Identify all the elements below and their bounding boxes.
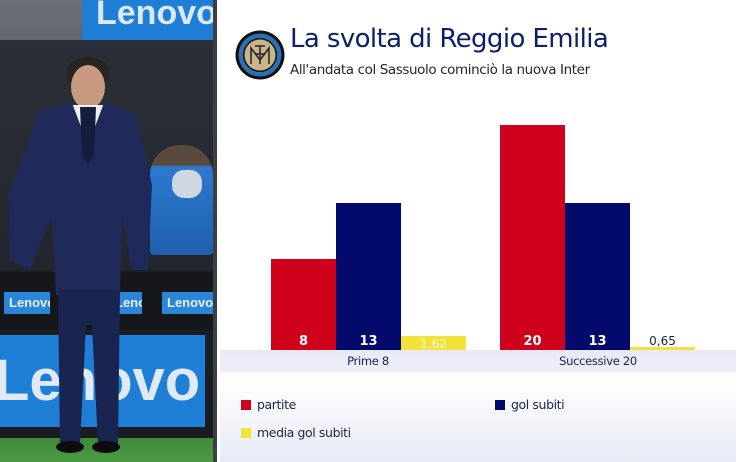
inter-fc-crest-icon [235,30,285,80]
legend-swatch-yellow [241,427,251,438]
sponsor-small-1: Lenovo [4,292,50,314]
chart-title: La svolta di Reggio Emilia [290,24,609,54]
legend-item-partite: partite [241,397,296,412]
sponsor-small-3: Lenovo [162,292,213,314]
category-label-prime-8: Prime 8 [347,354,389,368]
coach-figure [8,57,152,453]
bar-gol-subiti-successive-20: 13 [565,203,630,350]
bar-value: 1,62 [420,337,447,351]
sponsor-banner-top-text: Lenovo [96,0,213,32]
category-label-successive-20: Successive 20 [559,354,637,368]
legend-label: gol subiti [511,397,565,412]
panel-divider [213,0,217,462]
bar-value: 8 [298,334,309,349]
coach-photo: Lenovo Lenovo Lenovo Lenovo Lenovo [0,0,213,462]
bar-value: 0,65 [649,334,676,348]
bar-partite-successive-20: 20 [500,125,565,350]
sponsor-banner-top: Lenovo [82,0,213,40]
bar-value: 20 [523,334,542,349]
bar-value: 13 [588,334,607,349]
legend-item-media-gol-subiti: media gol subiti [241,425,351,440]
bar-media-gol-subiti-prime-8: 1,62 [401,336,466,351]
category-axis-band [220,350,736,372]
legend-item-gol-subiti: gol subiti [495,397,565,412]
bar-gol-subiti-prime-8: 13 [336,203,401,350]
bar-value: 13 [359,334,378,349]
spectator [150,145,213,255]
bar-media-gol-subiti-successive-20: 0,65 [630,334,695,350]
legend-label: media gol subiti [257,425,351,440]
legend-swatch-red [241,399,251,410]
legend-swatch-navy [495,399,505,410]
bar-partite-prime-8: 8 [271,259,336,350]
chart-legend [220,376,736,462]
chart-subtitle: All'andata col Sassuolo cominciò la nuov… [290,62,590,78]
spectator-mask [172,170,202,198]
legend-label: partite [257,397,296,412]
